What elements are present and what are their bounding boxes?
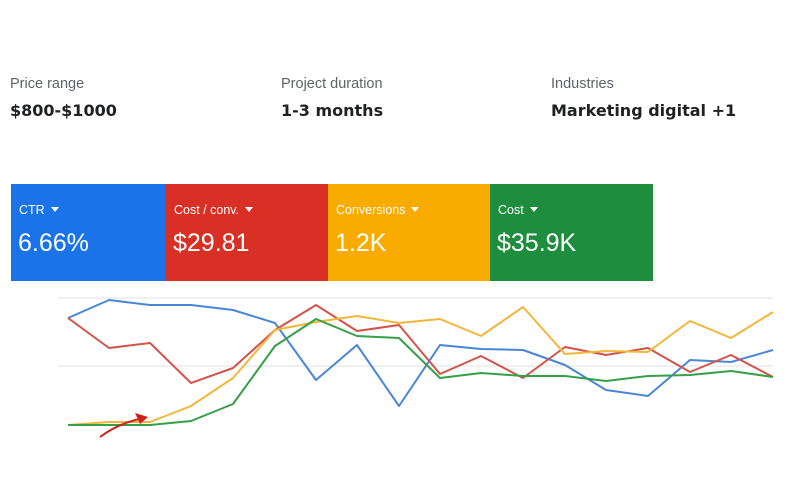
metric-value: 1.2K [335,229,387,257]
metric-label[interactable]: Cost [498,203,538,217]
detail-value: $800-$1000 [10,101,117,120]
metric-label-text: CTR [19,203,45,217]
metric-card: CTR 6.66% [11,184,166,281]
detail-label: Price range [10,76,85,92]
trend-line [68,318,774,426]
detail-value: 1-3 months [281,101,384,120]
metric-label-text: Cost / conv. [174,203,240,217]
dropdown-icon [245,207,254,212]
metric-label[interactable]: Conversions [336,203,420,217]
metric-label-text: Conversions [336,203,406,217]
detail-item: Industries Marketing digital +1 [551,76,736,120]
detail-label: Industries [551,76,614,92]
metric-card: Conversions 1.2K [328,184,490,281]
detail-item: Price range $800-$1000 [10,76,117,120]
annotation-arrow [99,417,146,438]
metric-value: $29.81 [173,229,250,257]
metric-value: $35.9K [497,229,577,257]
annotation-arrowhead [135,413,148,424]
detail-label: Project duration [281,76,383,92]
metric-label[interactable]: Cost / conv. [174,203,254,217]
metric-card: Cost / conv. $29.81 [166,184,328,281]
dropdown-icon [529,207,538,212]
trend-line [67,299,774,407]
detail-value: Marketing digital +1 [551,101,737,120]
metric-card: Cost $35.9K [490,184,653,281]
dropdown-icon [411,207,420,212]
trend-line [67,304,774,384]
metric-value: 6.66% [18,229,89,257]
dropdown-icon [50,207,59,212]
metric-label[interactable]: CTR [19,203,59,217]
detail-item: Project duration 1-3 months [281,76,383,120]
trend-line [67,306,774,426]
metric-label-text: Cost [498,203,524,217]
